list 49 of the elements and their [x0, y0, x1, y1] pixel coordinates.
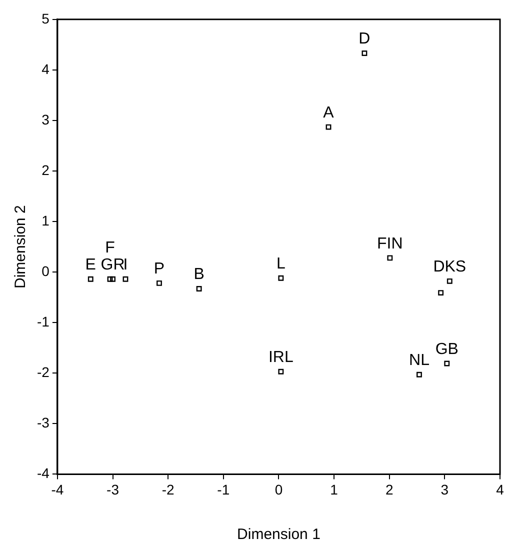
x-tick-label: 0 [274, 481, 283, 498]
y-tick-label: 0 [42, 262, 50, 279]
y-tick-label: -2 [36, 364, 50, 380]
point [156, 280, 162, 286]
annotation: IRL [268, 349, 294, 366]
point [416, 372, 422, 378]
x-axis-title: Dimension 1 [237, 526, 320, 544]
annotation: B [194, 266, 204, 284]
annotation: D [358, 30, 370, 48]
point [326, 124, 332, 130]
point [110, 276, 116, 282]
point [122, 276, 128, 282]
point [278, 368, 284, 374]
annotation: A [323, 104, 334, 122]
y-tick-label: -3 [36, 414, 50, 431]
annotation: GB [435, 340, 458, 358]
annotation: F [105, 240, 116, 257]
point [196, 286, 202, 292]
y-tick-label: 4 [42, 60, 50, 77]
y-tick-label: 3 [42, 111, 50, 128]
y-tick-label: 2 [42, 162, 50, 178]
annotation: P [154, 260, 165, 278]
y-tick-label: -4 [36, 465, 50, 482]
y-tick-label: -1 [36, 313, 50, 330]
x-tick-label: 4 [496, 481, 504, 498]
point [88, 276, 94, 282]
point [446, 278, 452, 284]
annotation: GR [100, 256, 125, 274]
annotation: NL [409, 352, 430, 370]
annotation: E [85, 256, 96, 274]
y-tick-label: 1 [42, 212, 50, 228]
y-axis-title: Dimension 2 [12, 205, 30, 288]
y-tick-label: 5 [42, 10, 50, 26]
annotation: DKS [433, 258, 466, 276]
annotation: FIN [377, 235, 403, 252]
point [278, 275, 284, 281]
point [438, 290, 444, 296]
point [107, 276, 113, 282]
x-tick-label: 3 [440, 481, 449, 498]
x-tick-label: -2 [162, 481, 175, 498]
point [387, 255, 393, 261]
annotation: I [123, 256, 128, 274]
x-tick-label: 2 [385, 481, 394, 498]
x-tick-label: -1 [217, 481, 230, 498]
x-tick-label: 1 [330, 481, 338, 498]
x-tick-label: -3 [106, 481, 120, 498]
point [444, 360, 450, 366]
point [362, 50, 368, 56]
annotation: L [276, 256, 286, 273]
